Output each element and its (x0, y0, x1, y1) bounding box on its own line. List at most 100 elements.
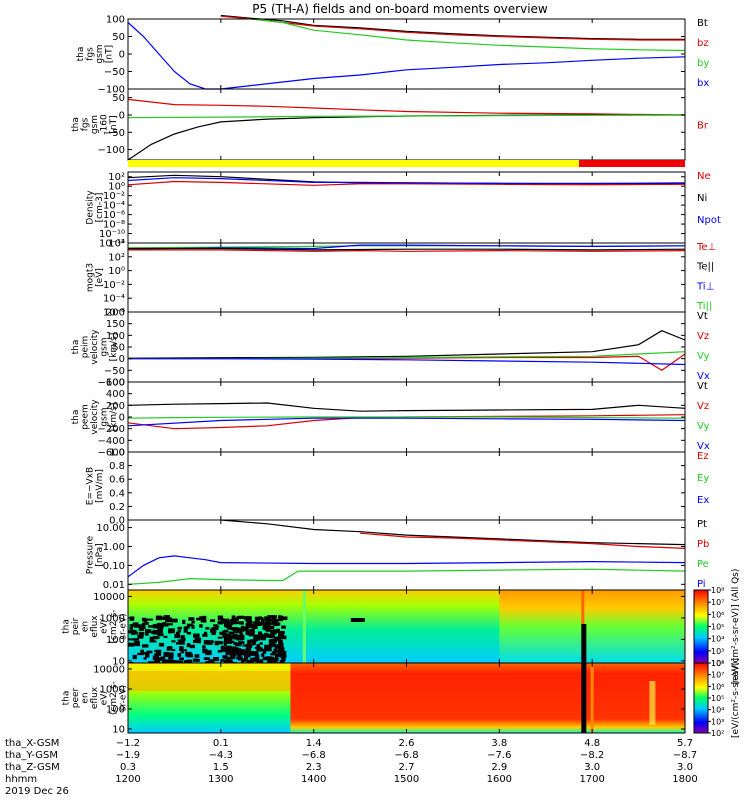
peer_spectrogram-colorbar-label: [eV/(cm²-s-sr-eV)] (731, 658, 741, 738)
legend-peim_velocity-1: Vz (697, 331, 709, 342)
x-axis-value: 1600 (487, 774, 512, 785)
x-axis-value: 0.3 (120, 762, 136, 773)
density-ylabel-line: Density (85, 190, 95, 225)
peem_velocity-ylabel-line: peem (81, 404, 91, 430)
fgs_gsm-ylabel-line: tha (76, 47, 86, 62)
peer_spectrogram-ylabel-line: (cm2-s- (109, 681, 119, 715)
x-axis-value: −6.8 (394, 750, 418, 761)
date-label: 2019 Dec 26 (5, 786, 69, 797)
x-axis-value: 2.6 (399, 738, 415, 749)
legend-peim_velocity-0: Vt (697, 311, 708, 322)
panel-peer_spectrogram: 10000 1000 100 10 tha peer en eflux eV/(cm2-s-sr… (62, 662, 686, 736)
series-fgs_gsm-by (251, 18, 686, 52)
peir_spectrogram-colorbar-tick: 10⁶ (711, 610, 724, 619)
legend-temperature-2: Ti⊥ (696, 281, 714, 292)
fgs_gsm-ylabel-line: gsm (95, 44, 105, 63)
peem_velocity-ylabel-line: gsm (100, 407, 110, 426)
peer_spectrogram-ytick-label: 1000 (100, 685, 125, 696)
peim_velocity-ytick-label: 100 (106, 331, 125, 342)
x-axis-value: 2.7 (399, 762, 415, 773)
pressure-ylabel-line: Pressure (85, 535, 95, 574)
peim_velocity-ytick-label: 200 (106, 308, 125, 319)
x-axis-value: 3.0 (677, 762, 693, 773)
fgs_gse-ytick-label: −50 (104, 128, 125, 139)
legend-pressure-3: Pi (697, 579, 706, 590)
peir_spectrogram-ytick-label: 10 (112, 656, 125, 667)
series-temperature-Ti⊥ (127, 244, 686, 250)
fgs_gsm-ytick-label: 0 (119, 50, 125, 61)
x-axis-value: 3.8 (491, 738, 507, 749)
fgs_gse-ytick-label: 50 (112, 93, 125, 104)
peer_spectrogram-colorbar-tick: 10⁶ (711, 682, 724, 691)
x-axis-value: 1200 (115, 774, 140, 785)
legend-peem_velocity-3: Vx (697, 441, 710, 452)
fgs_gsm-ytick-label: 50 (112, 32, 125, 43)
peer_spectrogram-colorbar (693, 662, 709, 734)
efield-ytick-label: 0.4 (109, 488, 125, 499)
series-fgs_gsm-bx (127, 22, 686, 90)
peem_velocity-ytick-label: 200 (106, 401, 125, 412)
fgs_gsm-frame (127, 18, 686, 90)
x-axis-value: −1.9 (116, 750, 140, 761)
series-fgs_gse-green (127, 114, 686, 119)
density-ytick-label: 10⁻¹⁰ (99, 229, 125, 240)
fgs_gse-ylabel-line: gsm (90, 115, 100, 134)
peer_spectrogram-colorbar-tick: 10⁴ (711, 706, 724, 715)
panel-fgs_gsm: 100 50 0 −50 −100 tha fgs gsm [nT] Bt bz by bx (76, 15, 710, 96)
peem_velocity-ylabel-line: [km/s] (109, 403, 119, 432)
peer_spectrogram-ylabel-line: eflux (90, 686, 100, 709)
fgs_gse-ytick-label: 0 (119, 110, 125, 121)
legend-peem_velocity-1: Vz (697, 401, 709, 412)
fgs_gse-ylabel-line: tha (71, 117, 81, 132)
peer_spectrogram-ylabel-line: en (81, 692, 91, 703)
temperature-frame (127, 242, 686, 313)
efield-ytick-label: 0.2 (109, 502, 125, 513)
pressure-ytick-label: 10.00 (96, 523, 125, 534)
bar-stripe-yellow (128, 160, 579, 167)
x-axis-footer: tha_X-GSM tha_Y-GSM tha_Z-GSM hhmm 2019 … (5, 738, 698, 797)
peer_spectrogram-colorbar-tick: 10⁷ (711, 671, 724, 680)
fgs_gse-ytick-label: −100 (98, 145, 125, 156)
x-row-label-3: hhmm (5, 774, 37, 785)
density-ytick-label: 10⁻⁸ (103, 220, 125, 231)
peim_velocity-ytick-label: −100 (98, 378, 125, 389)
fgs_gse-ylabel-line: -160 (100, 114, 110, 135)
efield-frame (127, 451, 686, 521)
x-axis-value: 3.0 (584, 762, 600, 773)
x-axis-value: −4.3 (209, 750, 233, 761)
peir_spectrogram-colorbar-tick: 10⁵ (711, 623, 724, 632)
peim_velocity-ylabel-line: tha (71, 340, 81, 355)
x-axis-value: 4.8 (584, 738, 600, 749)
peem_velocity-ylabel-line: velocity (90, 399, 100, 435)
peer_spectrogram-ylabel-line: peer (71, 687, 81, 708)
temperature-ytick-label: 10⁻⁴ (103, 294, 125, 305)
legend-density-0: Ne (697, 171, 711, 182)
legend-density-2: Npot (697, 215, 721, 226)
peir_spectrogram-ylabel-line: eV/ (100, 618, 110, 634)
x-axis-value: 1500 (394, 774, 419, 785)
series-peem_velocity-Vz (127, 414, 686, 430)
peim_velocity-ytick-label: 150 (106, 319, 125, 330)
series-density-Ne (127, 180, 686, 186)
peir_spectrogram-ylabel-line: sr-eV) (119, 613, 129, 639)
x-row-label-2: tha_Z-GSM (5, 762, 60, 773)
legend-density-1: Ni (697, 193, 707, 204)
legend-fgs_gsm-3: bx (697, 78, 709, 89)
series-peem_velocity-Vy (127, 416, 686, 419)
series-temperature-Te|| (128, 247, 686, 251)
peim_velocity-ylabel-line: velocity (90, 329, 100, 365)
x-axis-value: 1.4 (306, 738, 322, 749)
peir_spectrogram-colorbar-label: [eV/(cm²-s-sr-eV)] (All Qs) (731, 569, 741, 685)
x-axis-columns: −1.2−1.90.312000.1−4.31.513001.4−6.82.31… (115, 738, 697, 785)
fgs_gse-ylabel-line: [nT] (109, 115, 119, 133)
peir_spectrogram-colorbar-tick: 10² (711, 659, 724, 668)
series-pressure-Pt (220, 519, 686, 546)
x-axis-value: 1700 (579, 774, 604, 785)
peem_velocity-ytick-label: −200 (98, 424, 125, 435)
density-ytick-label: 10⁰ (108, 182, 125, 193)
peer_spectrogram-image (128, 663, 685, 733)
peem_velocity-ytick-label: −400 (98, 436, 125, 447)
peir_spectrogram-ytick-label: 100 (106, 635, 125, 646)
